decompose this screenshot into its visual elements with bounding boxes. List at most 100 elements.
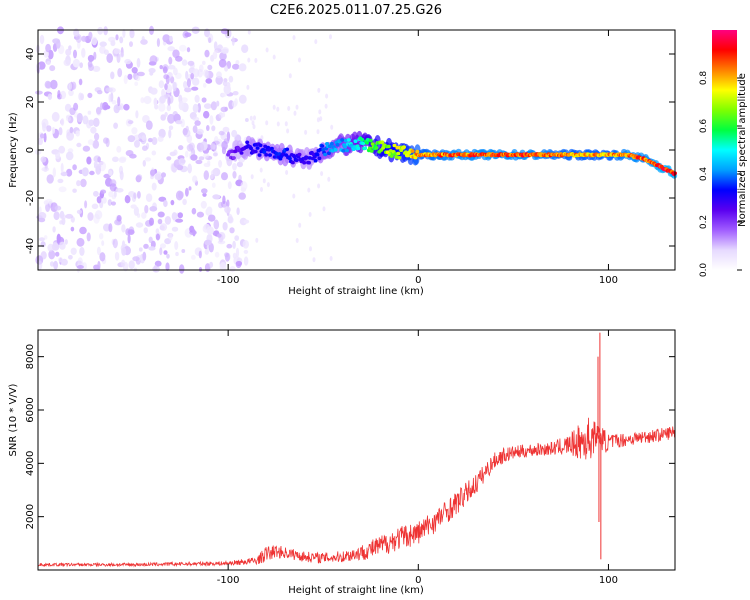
noise-cell <box>116 145 122 153</box>
noise-cell <box>184 150 189 158</box>
noise-cell <box>149 217 154 226</box>
noise-cell <box>220 200 228 208</box>
x-tick-label: -100 <box>217 275 240 286</box>
noise-cell <box>45 43 51 53</box>
ridge-cell <box>245 140 250 145</box>
ridge-cell <box>297 152 302 157</box>
noise-cell <box>68 89 74 97</box>
noise-cell <box>49 261 55 267</box>
noise-cell <box>50 79 58 90</box>
noise-cell <box>168 233 173 241</box>
ridge-cell <box>360 137 365 142</box>
noise-cell <box>108 170 113 176</box>
noise-cell <box>68 254 73 260</box>
noise-cell <box>287 106 291 111</box>
noise-cell <box>316 129 320 135</box>
noise-cell <box>86 119 92 129</box>
noise-cell <box>88 31 93 40</box>
spectrogram-ridge-layer <box>225 130 678 179</box>
noise-cell <box>247 29 251 35</box>
ridge-cell <box>249 146 253 151</box>
noise-cell <box>166 253 170 259</box>
noise-cell <box>295 104 299 110</box>
noise-cell <box>293 110 297 116</box>
ridge-cell <box>346 138 351 142</box>
noise-cell <box>64 239 68 245</box>
noise-cell <box>157 211 165 218</box>
noise-cell <box>226 199 230 208</box>
noise-cell <box>203 153 209 159</box>
noise-cell <box>224 252 229 258</box>
noise-cell <box>48 249 56 260</box>
noise-cell <box>175 251 179 257</box>
noise-cell <box>99 41 107 47</box>
ridge-cell <box>264 153 269 157</box>
noise-cell <box>133 192 137 199</box>
noise-cell <box>232 171 237 179</box>
noise-cell <box>203 170 209 181</box>
ridge-cell <box>345 148 349 153</box>
noise-cell <box>91 203 99 210</box>
noise-cell <box>170 76 175 84</box>
noise-cell <box>43 132 47 143</box>
spectrogram-ylabel: Frequency (Hz) <box>8 112 19 188</box>
noise-cell <box>235 261 243 266</box>
noise-cell <box>59 210 65 219</box>
noise-cell <box>94 132 100 141</box>
noise-cell <box>119 170 124 181</box>
ridge-cell <box>272 155 277 159</box>
noise-cell <box>312 257 316 263</box>
noise-cell <box>149 55 158 65</box>
ridge-cell <box>335 143 340 147</box>
ridge-cell <box>397 156 402 160</box>
noise-cell <box>231 100 237 108</box>
noise-cell <box>169 35 173 43</box>
noise-cell <box>183 81 188 89</box>
noise-cell <box>188 186 192 191</box>
noise-cell <box>86 156 92 165</box>
noise-cell <box>127 73 133 80</box>
noise-cell <box>157 136 164 143</box>
y-tick-label: 2000 <box>25 504 36 529</box>
y-tick-label: 6000 <box>25 397 36 422</box>
noise-cell <box>103 26 108 36</box>
noise-cell <box>192 229 196 237</box>
noise-cell <box>191 207 197 215</box>
noise-cell <box>53 260 58 270</box>
noise-cell <box>226 131 231 142</box>
noise-cell <box>191 254 196 260</box>
noise-cell <box>295 238 299 243</box>
noise-cell <box>115 188 124 193</box>
colorbar-tick-label: 0.4 <box>699 167 709 182</box>
noise-cell <box>143 95 152 105</box>
noise-cell <box>317 183 321 189</box>
ridge-cell <box>353 139 358 143</box>
noise-cell <box>284 121 288 127</box>
noise-cell <box>58 145 66 154</box>
noise-cell <box>106 53 113 64</box>
noise-cell <box>212 194 221 200</box>
noise-cell <box>141 36 145 42</box>
noise-cell <box>71 81 77 90</box>
noise-cell <box>222 221 228 231</box>
noise-cell <box>249 115 253 121</box>
noise-cell <box>65 151 74 161</box>
x-tick-label: 0 <box>415 575 421 586</box>
ridge-cell <box>370 142 375 146</box>
noise-cell <box>190 154 198 161</box>
noise-cell <box>93 51 97 60</box>
noise-cell <box>192 77 200 86</box>
noise-cell <box>68 82 73 90</box>
noise-cell <box>70 217 75 223</box>
noise-cell <box>123 103 130 111</box>
noise-cell <box>43 235 48 240</box>
noise-cell <box>47 243 54 252</box>
noise-cell <box>171 212 178 221</box>
noise-cell <box>119 36 124 44</box>
noise-cell <box>170 199 175 206</box>
noise-cell <box>235 60 240 65</box>
y-tick-label: 8000 <box>25 344 36 369</box>
noise-cell <box>147 137 153 143</box>
noise-cell <box>142 251 147 261</box>
noise-cell <box>56 233 61 243</box>
